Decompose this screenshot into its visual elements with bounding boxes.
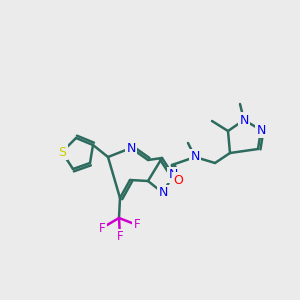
Text: N: N (126, 142, 136, 154)
Text: S: S (58, 146, 66, 158)
Text: N: N (190, 151, 200, 164)
Text: O: O (173, 173, 183, 187)
Text: F: F (134, 218, 140, 232)
Text: N: N (256, 124, 266, 136)
Text: N: N (239, 113, 249, 127)
Text: F: F (99, 221, 105, 235)
Text: N: N (158, 187, 168, 200)
Text: N: N (168, 169, 178, 182)
Text: F: F (117, 230, 123, 244)
